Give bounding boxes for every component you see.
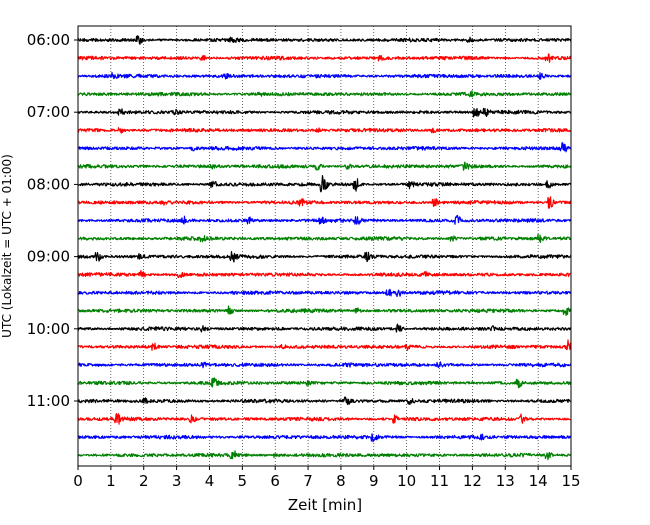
plot-frame (77, 25, 572, 467)
trace-12 (77, 251, 572, 263)
y-axis: 06:00 07:00 08:00 09:00 10:00 11:00 (27, 31, 78, 410)
x-tick-label-9: 9 (369, 472, 379, 490)
x-tick-label-13: 13 (496, 472, 515, 490)
trace-17 (77, 339, 572, 351)
trace-7 (77, 161, 572, 171)
trace-2 (77, 71, 572, 80)
trace-15 (77, 305, 572, 316)
trace-4 (77, 107, 572, 118)
x-axis: 0 1 2 3 4 5 6 7 8 9 10 11 12 13 14 15 (73, 466, 581, 490)
trace-9 (77, 196, 572, 209)
x-tick-label-14: 14 (529, 472, 548, 490)
trace-22 (77, 433, 572, 443)
y-tick-label-06:00: 06:00 (27, 31, 70, 49)
x-tick-label-0: 0 (73, 472, 83, 490)
x-tick-label-10: 10 (397, 472, 416, 490)
x-tick-label-12: 12 (463, 472, 482, 490)
trace-23 (77, 450, 572, 461)
x-tick-label-5: 5 (238, 472, 248, 490)
x-tick-label-8: 8 (336, 472, 346, 490)
trace-13 (77, 269, 572, 279)
trace-5 (77, 127, 572, 134)
trace-20 (77, 396, 572, 406)
trace-6 (77, 142, 572, 153)
y-tick-label-08:00: 08:00 (27, 175, 70, 193)
y-axis-label: UTC (Lokalzeit = UTC + 01:00) (0, 154, 14, 338)
trace-10 (77, 214, 572, 225)
y-tick-label-09:00: 09:00 (27, 248, 70, 266)
x-axis-label: Zeit [min] (288, 496, 362, 514)
trace-8 (77, 175, 572, 193)
grid-lines (110, 26, 539, 466)
x-tick-label-2: 2 (139, 472, 149, 490)
trace-18 (77, 361, 572, 369)
x-tick-label-6: 6 (270, 472, 280, 490)
x-tick-label-1: 1 (106, 472, 116, 490)
trace-1 (77, 53, 572, 63)
x-tick-label-11: 11 (430, 472, 449, 490)
y-tick-label-11:00: 11:00 (27, 392, 70, 410)
trace-16 (77, 323, 572, 333)
trace-0 (77, 35, 572, 45)
trace-14 (77, 288, 572, 298)
x-tick-label-4: 4 (205, 472, 215, 490)
x-tick-label-15: 15 (561, 472, 580, 490)
x-tick-label-7: 7 (303, 472, 313, 490)
y-tick-label-10:00: 10:00 (27, 320, 70, 338)
y-tick-label-07:00: 07:00 (27, 103, 70, 121)
x-tick-label-3: 3 (172, 472, 182, 490)
seismogram-traces (77, 35, 572, 461)
trace-3 (77, 90, 572, 98)
trace-21 (77, 413, 572, 425)
trace-11 (77, 233, 572, 243)
trace-19 (77, 377, 572, 389)
